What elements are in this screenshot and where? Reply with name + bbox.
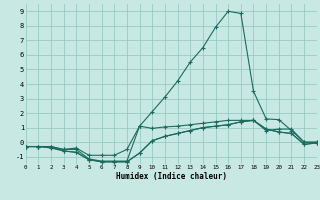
X-axis label: Humidex (Indice chaleur): Humidex (Indice chaleur): [116, 172, 227, 181]
